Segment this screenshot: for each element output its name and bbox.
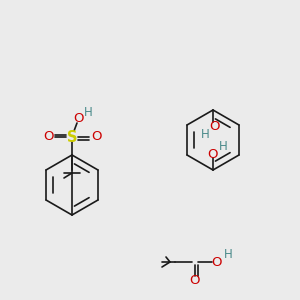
Text: O: O: [73, 112, 83, 125]
Text: H: H: [201, 128, 209, 142]
Text: O: O: [190, 274, 200, 286]
Text: O: O: [210, 119, 220, 133]
Text: S: S: [67, 130, 77, 145]
Text: H: H: [224, 248, 232, 262]
Text: H: H: [84, 106, 92, 118]
Text: H: H: [219, 140, 227, 152]
Text: O: O: [43, 130, 53, 143]
Text: O: O: [208, 148, 218, 160]
Text: O: O: [91, 130, 101, 143]
Text: O: O: [212, 256, 222, 268]
